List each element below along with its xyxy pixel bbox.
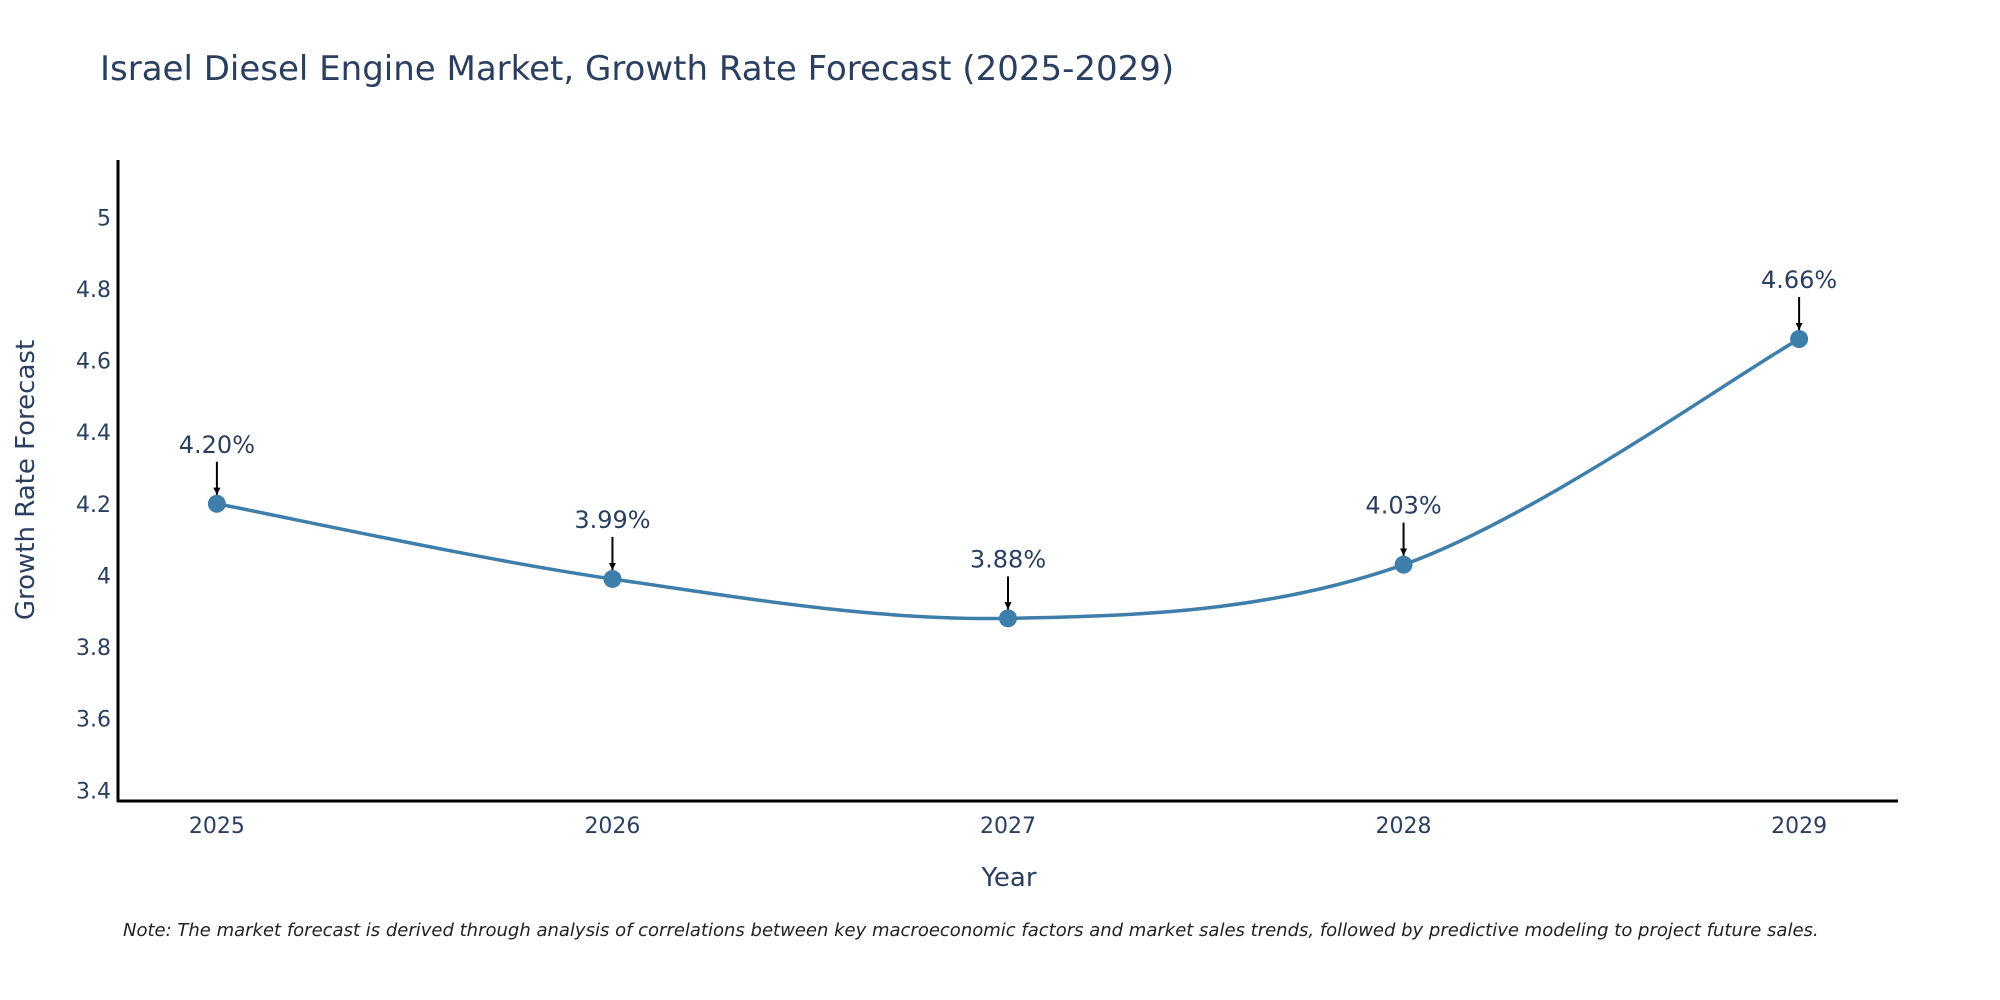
y-tick-label: 4.8 [76,278,111,303]
data-point [999,609,1017,628]
y-tick-label: 3.8 [76,636,111,661]
data-annotations: 4.20% 3.99% 3.88% 4.03% 4.66% [179,266,1837,610]
y-tick-label: 3.6 [76,708,111,733]
footnote: Note: The market forecast is derived thr… [123,920,1819,941]
x-tick-label: 2026 [584,814,640,839]
y-axis-ticks: 3.4 3.6 3.8 4 4.2 4.4 4.6 4.8 5 [76,206,111,804]
x-tick-label: 2028 [1376,814,1432,839]
chart-title: Israel Diesel Engine Market, Growth Rate… [100,49,1174,89]
y-tick-label: 3.4 [76,779,111,804]
x-axis-label: Year [980,863,1036,893]
data-label: 3.88% [970,545,1046,573]
data-markers [207,330,1809,628]
data-label: 4.66% [1761,266,1837,294]
x-axis-ticks: 2025 2026 2027 2028 2029 [189,814,1827,839]
x-tick-label: 2027 [980,814,1036,839]
y-tick-label: 4.4 [76,421,111,446]
x-tick-label: 2025 [189,814,245,839]
data-point [1790,330,1809,349]
y-axis-label: Growth Rate Forecast [11,340,41,620]
y-tick-label: 4.6 [76,350,111,375]
data-point [603,569,622,588]
data-label: 4.20% [179,431,255,459]
y-tick-label: 4.2 [76,493,111,518]
data-point [1394,555,1413,574]
y-tick-label: 5 [97,206,111,231]
data-label: 4.03% [1365,492,1441,520]
data-label: 3.99% [574,506,650,534]
y-tick-label: 4 [97,564,111,589]
data-point [207,494,226,513]
x-tick-label: 2029 [1771,814,1827,839]
